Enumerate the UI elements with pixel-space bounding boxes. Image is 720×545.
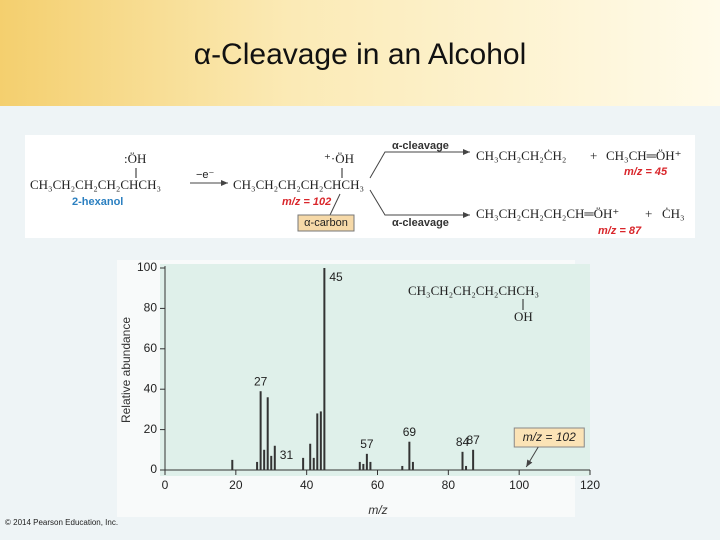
y-tick-label: 60 [144,341,158,355]
arrow [369,149,470,179]
footer: © 2014 Pearson Education, Inc. [5,518,118,527]
peak [302,457,305,470]
y-tick-label: 0 [150,462,157,476]
peak [309,443,312,470]
alpha-carbon: α-carbon [304,217,348,229]
product-mz: m/z = 87 [598,225,642,237]
peak [358,461,361,470]
ionization: −e⁻ [196,169,215,181]
oh: :ÖH [124,151,146,166]
x-tick-label: 40 [300,478,314,492]
y-tick-label: 20 [144,422,158,436]
title-band [0,0,720,106]
x-tick-label: 120 [580,478,600,492]
peak [312,457,315,470]
peak-label: 27 [254,374,268,388]
title: α-Cleavage in an Alcohol [194,38,527,71]
peak [365,453,368,470]
reactant-name: 2-hexanol [72,196,123,208]
y-tick-label: 80 [144,301,158,315]
peak [369,461,372,470]
annotation-arrow [525,446,539,468]
peak [259,391,262,470]
peak [408,441,411,470]
reaction-scheme: :ÖH CH₃CH₂CH₂CH₂CHCH₃ 2-hexanol −e⁻ ⁺·ÖH… [25,135,695,238]
x-tick-label: 60 [371,478,385,492]
structure-formula: CH₃CH₂CH₂CH₂CHCH₃ [408,283,539,298]
peak [316,413,319,470]
cleavage-label: α-cleavage [392,140,449,152]
ion: CH₃CH₂CH₂CH₂CHCH₃ [233,177,364,192]
peak-label: 31 [280,448,294,462]
y-tick-label: 40 [144,381,158,395]
annotation-box [513,427,585,448]
peak-label: 84 [456,435,470,449]
peak-label: 57 [360,437,374,451]
product: CH₃CH₂CH₂ĊH₂ [476,148,566,163]
peak [273,445,276,470]
annotation: m/z = 102 [523,430,576,444]
plus: + [590,148,597,163]
peak [401,465,404,470]
product-mz: m/z = 45 [624,166,668,178]
x-tick-label: 20 [229,478,243,492]
oh: ⁺·ÖH [324,151,354,166]
pointer [329,193,341,216]
y-tick-label: 100 [137,260,157,274]
peak [472,449,475,470]
peak [461,451,464,470]
peak [256,461,259,470]
peak [263,449,266,470]
arrow [369,189,470,218]
cleavage-label: α-cleavage [392,217,449,229]
peak [270,455,273,470]
plus: + [645,206,652,221]
structure-substituent: OH [514,309,533,324]
y-axis-label: Relative abundance [119,317,133,423]
x-tick-label: 80 [442,478,456,492]
peak [323,268,326,470]
peak [465,465,468,470]
peak-label: 87 [466,433,480,447]
product: ĊH₃ [662,206,685,221]
peak [231,459,234,470]
ion-mz: m/z = 102 [282,196,331,208]
x-tick-label: 100 [509,478,529,492]
peak-label: 45 [329,270,343,284]
peak [319,411,322,470]
product: CH₃CH═ÖH⁺ [606,148,682,163]
peak [266,397,269,470]
alpha-carbon-box [297,214,355,232]
scheme-panel [25,135,695,238]
peak-label: 69 [403,425,417,439]
peak [362,463,365,470]
x-axis-label: m/z [368,503,387,517]
reactant: CH₃CH₂CH₂CH₂CHCH₃ [30,177,161,192]
product: CH₃CH₂CH₂CH₂CH═ÖH⁺ [476,206,619,221]
peak [411,461,414,470]
x-tick-label: 0 [162,478,169,492]
